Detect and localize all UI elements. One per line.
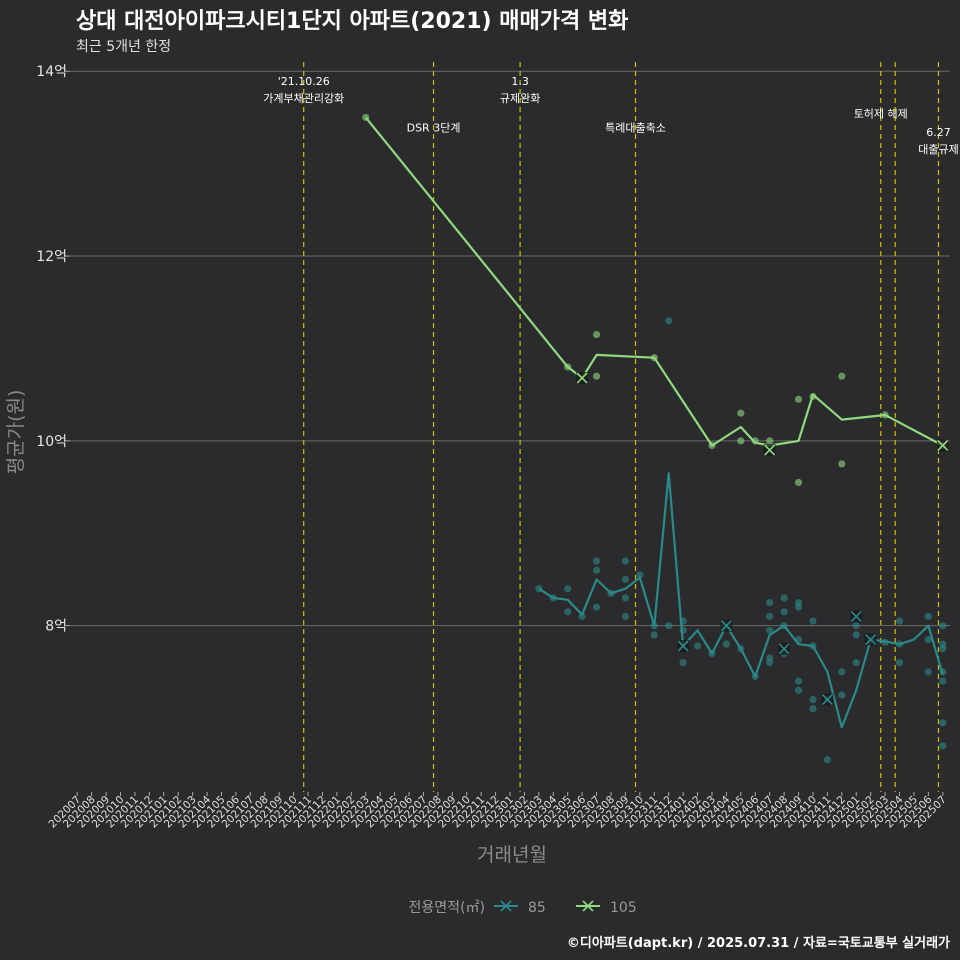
legend-swatch-cross <box>582 900 594 912</box>
policy-annotation: 1.3 <box>511 75 529 88</box>
series-85-point <box>592 566 601 574</box>
series-layer <box>362 113 949 764</box>
series-105-point <box>838 372 846 380</box>
legend-title: 전용면적(㎡) <box>409 900 485 916</box>
series-105-cross-marker <box>576 372 588 384</box>
series-105-point <box>766 437 774 445</box>
series-85-point <box>794 603 803 611</box>
x-axis-ticks: 2020072020082020092020102020112020122021… <box>46 792 949 830</box>
series-85-point <box>939 719 947 727</box>
legend-swatch-cross <box>500 900 512 912</box>
policy-annotation: 토허제 해제 <box>854 106 908 120</box>
series-85-cross-marker <box>865 633 877 646</box>
series-85-cross-marker <box>720 620 732 632</box>
series-85-point <box>621 612 630 621</box>
y-tick-label: 12억 <box>36 249 67 265</box>
series-85-point <box>766 659 774 667</box>
series-85-point <box>592 557 601 565</box>
legend: 전용면적(㎡) 85 105 <box>409 900 637 916</box>
series-85-point <box>621 575 630 584</box>
series-85-point <box>621 594 630 602</box>
series-85-point <box>838 668 846 676</box>
y-tick-label: 10억 <box>36 434 67 450</box>
y-tick-label: 8억 <box>45 619 67 635</box>
series-105-point <box>838 460 846 468</box>
legend-label: 85 <box>528 900 546 916</box>
series-85-point <box>766 612 774 621</box>
series-105-point <box>592 372 601 380</box>
series-85-point <box>924 635 932 644</box>
series-85-point <box>852 659 860 667</box>
series-85-point <box>895 659 904 667</box>
series-85-cross-marker <box>778 643 790 655</box>
series-85-point <box>939 622 947 630</box>
series-105-line <box>364 116 944 447</box>
series-105-point <box>794 478 803 487</box>
series-85-point <box>895 617 904 625</box>
series-85-point <box>939 742 947 750</box>
policy-annotation: 가계부채관리강화 <box>263 92 344 105</box>
chart-subtitle: 최근 5개년 한정 <box>76 39 171 55</box>
caption: ©디아파트(dapt.kr) / 2025.07.31 / 자료=국토교통부 실… <box>567 935 950 951</box>
series-85-point <box>766 598 774 607</box>
series-85-point <box>852 631 860 639</box>
series-85-point <box>924 612 932 621</box>
policy-annotation: '21.10.26 <box>278 75 330 88</box>
series-85-point <box>636 571 644 579</box>
series-85-point <box>766 626 774 634</box>
series-85-point <box>665 317 673 325</box>
policy-annotation: 규제완화 <box>500 92 540 105</box>
series-105-point <box>737 409 745 417</box>
series-85-point <box>809 705 817 713</box>
series-105-point <box>737 437 745 445</box>
series-85-point <box>939 640 947 648</box>
series-85-point <box>809 695 817 704</box>
chart-title: 상대 대전아이파크시티1단지 아파트(2021) 매매가격 변화 <box>76 9 628 34</box>
y-axis-ticks: 8억 10억 12억 14억 <box>36 64 70 635</box>
series-105-point <box>794 395 803 403</box>
series-85-point <box>780 608 788 616</box>
series-85-point <box>679 659 687 667</box>
series-85-point <box>564 608 572 616</box>
policy-annotation: DSR 3단계 <box>407 121 461 134</box>
series-85-cross-marker <box>850 610 862 622</box>
series-85-point <box>621 557 630 565</box>
series-85-point <box>823 756 831 764</box>
policy-annotation: 6.27 <box>926 126 951 139</box>
series-85 <box>535 317 947 764</box>
series-105-cross-marker <box>764 444 776 456</box>
series-85-point <box>939 677 947 685</box>
legend-label: 105 <box>610 900 637 916</box>
series-105 <box>362 113 949 487</box>
series-85-point <box>564 585 572 593</box>
policy-annotation: 대출규제 <box>918 143 958 156</box>
series-85-point <box>794 677 803 685</box>
series-85-line <box>538 472 944 729</box>
x-axis-title: 거래년월 <box>477 844 547 866</box>
series-85-cross-marker <box>821 694 833 706</box>
series-85-point <box>852 622 860 630</box>
series-85-cross-marker <box>677 640 689 652</box>
series-105-cross-marker <box>937 439 949 452</box>
series-85-point <box>693 642 702 650</box>
series-85-point <box>722 640 730 648</box>
series-85-point <box>838 691 846 699</box>
series-85-point <box>794 686 803 694</box>
series-85-point <box>924 668 932 676</box>
series-85-point <box>665 622 673 630</box>
series-85-point <box>780 594 788 602</box>
series-105-point <box>592 330 601 339</box>
series-85-point <box>650 631 658 639</box>
policy-annotation: 특례대출축소 <box>605 121 666 134</box>
y-tick-label: 14억 <box>36 64 67 80</box>
gridlines <box>70 70 950 627</box>
series-85-point <box>578 612 586 621</box>
series-85-point <box>809 617 817 625</box>
y-axis-title: 평균가(원) <box>5 390 27 475</box>
series-85-point <box>592 603 601 611</box>
